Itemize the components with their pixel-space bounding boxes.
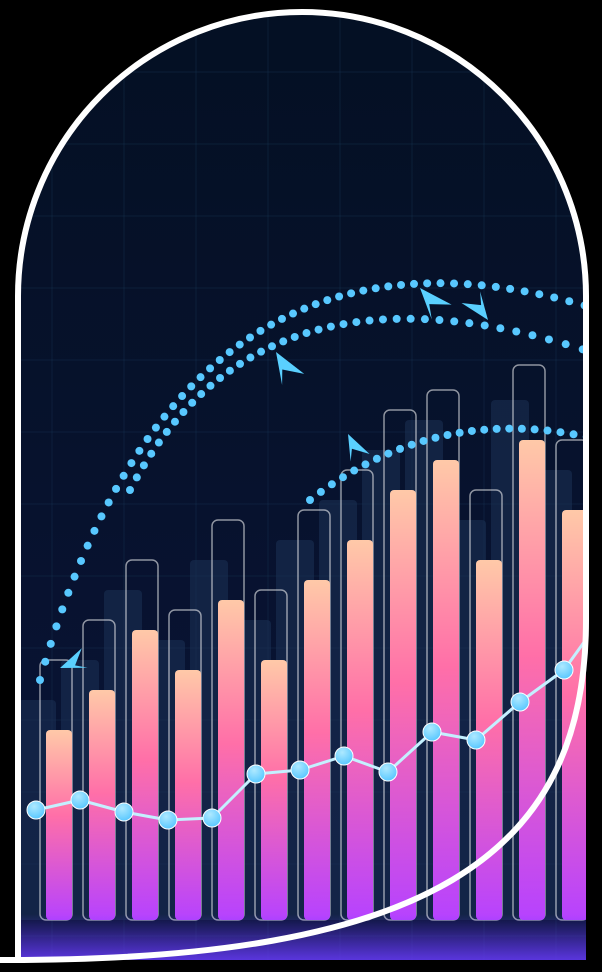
line-marker (335, 747, 353, 765)
line-marker (423, 723, 441, 741)
line-marker (247, 765, 265, 783)
line-marker (27, 801, 45, 819)
line-marker (511, 693, 529, 711)
line-marker (203, 809, 221, 827)
line-marker (467, 731, 485, 749)
line-marker (159, 811, 177, 829)
chart-content (0, 0, 602, 972)
line-marker (555, 661, 573, 679)
line-marker (379, 763, 397, 781)
line-marker (71, 791, 89, 809)
infographic-chart (0, 0, 602, 972)
line-marker (291, 761, 309, 779)
line-marker (591, 611, 602, 629)
line-marker (115, 803, 133, 821)
